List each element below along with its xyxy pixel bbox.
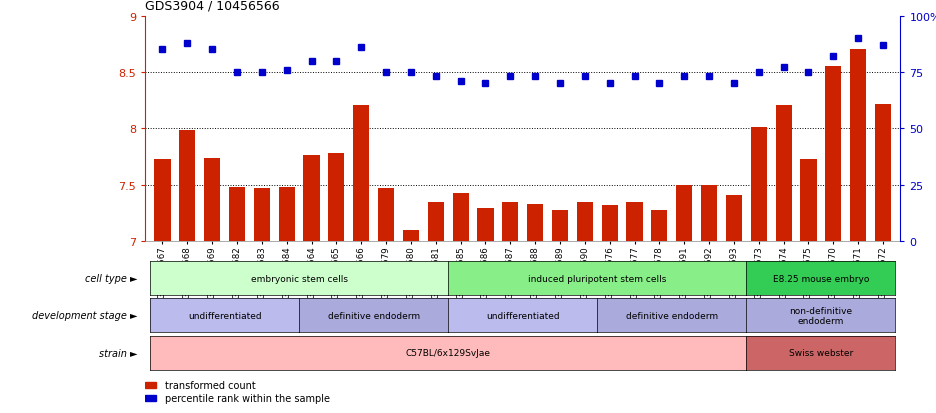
Bar: [402, 230, 419, 242]
Bar: [577, 202, 592, 242]
Bar: [602, 206, 618, 242]
Bar: [453, 193, 469, 242]
Text: definitive endoderm: definitive endoderm: [626, 311, 718, 320]
Bar: [303, 156, 319, 242]
Text: non-definitive
endoderm: non-definitive endoderm: [789, 306, 853, 325]
Bar: [751, 128, 767, 242]
Bar: [329, 154, 344, 242]
Bar: [552, 210, 568, 242]
Bar: [477, 209, 493, 242]
Bar: [353, 105, 370, 242]
Bar: [676, 185, 693, 242]
Bar: [726, 195, 742, 242]
Bar: [428, 202, 444, 242]
Bar: [204, 158, 220, 242]
Bar: [701, 185, 717, 242]
Text: induced pluripotent stem cells: induced pluripotent stem cells: [528, 274, 666, 283]
Bar: [378, 189, 394, 242]
Text: cell type ►: cell type ►: [85, 273, 138, 283]
Text: undifferentiated: undifferentiated: [486, 311, 560, 320]
Bar: [145, 382, 156, 388]
Text: transformed count: transformed count: [165, 380, 256, 390]
Text: GDS3904 / 10456566: GDS3904 / 10456566: [145, 0, 280, 12]
Bar: [279, 188, 295, 242]
Bar: [154, 159, 170, 242]
Bar: [651, 210, 667, 242]
Bar: [626, 202, 643, 242]
Text: Swiss webster: Swiss webster: [789, 348, 853, 357]
Bar: [229, 188, 245, 242]
Bar: [826, 67, 841, 242]
Text: definitive endoderm: definitive endoderm: [328, 311, 419, 320]
Text: strain ►: strain ►: [99, 348, 138, 358]
Bar: [850, 50, 866, 242]
Bar: [800, 159, 816, 242]
Text: E8.25 mouse embryo: E8.25 mouse embryo: [773, 274, 870, 283]
Bar: [180, 130, 196, 242]
Bar: [254, 189, 270, 242]
Bar: [503, 202, 519, 242]
Text: embryonic stem cells: embryonic stem cells: [251, 274, 347, 283]
Text: development stage ►: development stage ►: [32, 311, 138, 320]
Text: C57BL/6x129SvJae: C57BL/6x129SvJae: [405, 348, 490, 357]
Bar: [527, 204, 543, 242]
Bar: [875, 104, 891, 242]
Bar: [145, 395, 156, 401]
Text: undifferentiated: undifferentiated: [188, 311, 261, 320]
Bar: [776, 105, 792, 242]
Text: percentile rank within the sample: percentile rank within the sample: [165, 393, 329, 403]
